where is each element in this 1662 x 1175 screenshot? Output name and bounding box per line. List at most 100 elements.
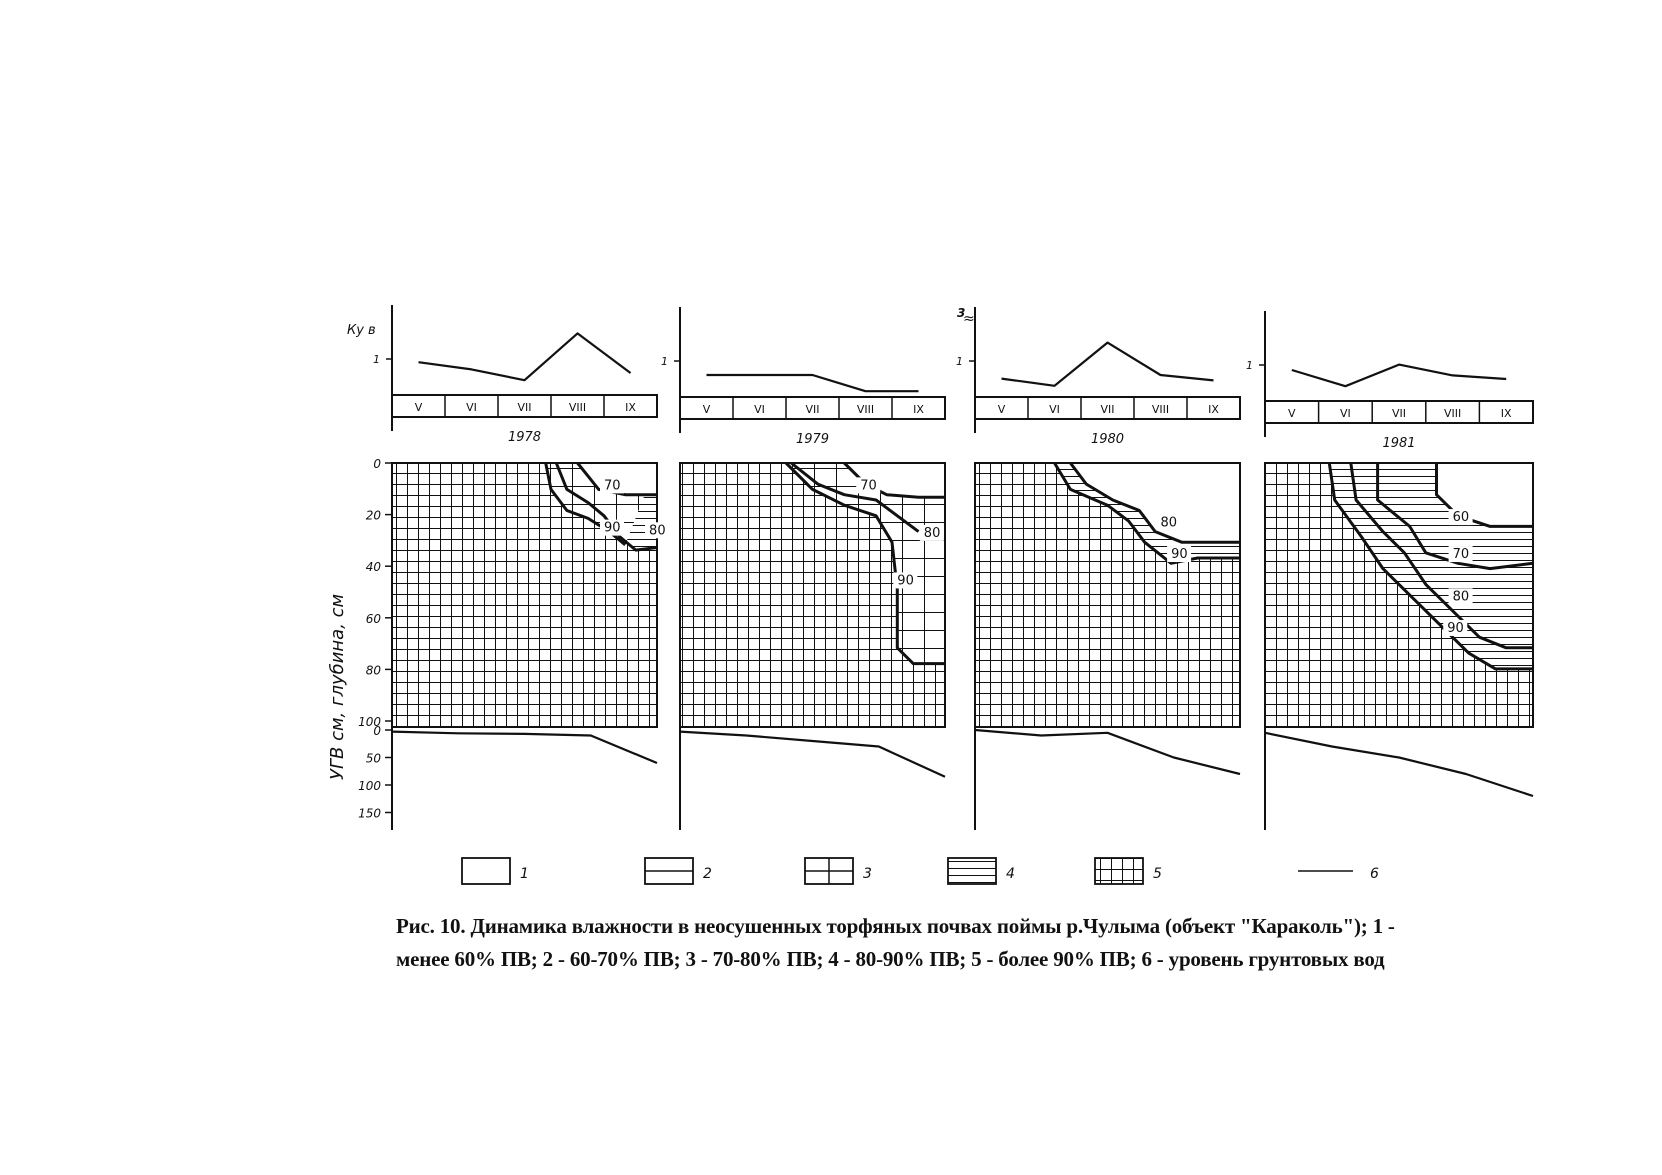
legend-swatch bbox=[1094, 857, 1144, 885]
moisture-zone-low bbox=[844, 463, 945, 498]
month-band bbox=[1264, 400, 1534, 424]
month-label: IX bbox=[1501, 407, 1512, 420]
month-label: VIII bbox=[569, 401, 586, 414]
year-label: 1978 bbox=[508, 430, 541, 445]
month-label: IX bbox=[625, 401, 636, 414]
year-panel: 1 V VI VII VIII IX 1981 60 70 80 90 bbox=[1246, 311, 1534, 830]
moisture-isoline bbox=[1327, 462, 1533, 671]
legend-item: 3 bbox=[804, 857, 872, 885]
depth-tick-label: 80 bbox=[366, 663, 382, 677]
moisture-zone-low bbox=[1070, 463, 1240, 543]
year-panel: 1 V VI VII VIII IX 1978 70 80 90 bbox=[373, 305, 670, 830]
groundwater-axis-ticks: 0 50 100 150 bbox=[358, 724, 392, 821]
depth-tick-label: 0 bbox=[373, 457, 381, 471]
month-label: V bbox=[703, 403, 711, 416]
groundwater-line bbox=[679, 730, 946, 778]
isoline-label-bg bbox=[1167, 546, 1192, 563]
kuv-axis-label: Ку в bbox=[347, 323, 376, 338]
month-label: IX bbox=[913, 403, 924, 416]
kuv-tick-label: 1 bbox=[373, 353, 380, 366]
caption-line-2: менее 60% ПВ; 2 - 60-70% ПВ; 3 - 70-80% … bbox=[396, 947, 1385, 971]
month-band bbox=[974, 396, 1241, 420]
month-label: VII bbox=[517, 401, 531, 414]
month-label: VI bbox=[466, 401, 477, 414]
depth-axis-ticks: 0 20 40 60 80 100 bbox=[358, 457, 392, 729]
isoline-label: 90 bbox=[1171, 547, 1188, 562]
isoline-label: 80 bbox=[924, 526, 941, 541]
kuv-break-label: 3 bbox=[957, 306, 965, 320]
legend-number: 6 bbox=[1370, 866, 1379, 882]
year-label: 1981 bbox=[1382, 436, 1415, 451]
kuv-tick-label: 1 bbox=[956, 355, 963, 368]
moisture-isoline bbox=[784, 461, 945, 666]
isoline-label-bg bbox=[856, 477, 881, 494]
moisture-isoline bbox=[1069, 462, 1240, 544]
depth-tick-label: 60 bbox=[366, 612, 382, 626]
isoline-label-bg bbox=[1443, 619, 1468, 636]
year-label: 1979 bbox=[796, 432, 829, 447]
month-label: V bbox=[1288, 407, 1296, 420]
isoline-label: 70 bbox=[604, 478, 621, 493]
moisture-grid-frame bbox=[974, 462, 1241, 728]
legend-swatch bbox=[461, 857, 511, 885]
caption-line-1: Рис. 10. Динамика влажности в неосушенны… bbox=[396, 914, 1395, 938]
month-label: VIII bbox=[857, 403, 874, 416]
moisture-isoline bbox=[790, 461, 920, 533]
isoline-label-bg bbox=[919, 524, 944, 541]
isoline-label: 90 bbox=[604, 521, 621, 536]
moisture-zone bbox=[786, 463, 945, 664]
month-label: VII bbox=[1100, 403, 1114, 416]
isoline-label: 80 bbox=[649, 523, 666, 538]
month-label: VIII bbox=[1152, 403, 1169, 416]
month-label: VII bbox=[1392, 407, 1406, 420]
isoline-label-bg bbox=[1448, 509, 1473, 526]
isoline-label: 80 bbox=[1161, 515, 1178, 530]
legend-number: 2 bbox=[703, 866, 712, 882]
gw-tick-label: 50 bbox=[366, 752, 382, 766]
kuv-tick-label: 1 bbox=[661, 355, 668, 368]
year-panel: 1 V VI VII VIII IX 1979 70 80 90 bbox=[661, 307, 946, 830]
isoline-label: 90 bbox=[1447, 621, 1464, 636]
kuv-line bbox=[706, 373, 919, 393]
kuv-line bbox=[1291, 363, 1507, 388]
depth-axis-title: УГВ см, глубина, см bbox=[327, 594, 348, 780]
moisture-grid-frame bbox=[391, 462, 658, 728]
legend-item: 4 bbox=[947, 857, 1015, 885]
legend-number: 4 bbox=[1006, 866, 1015, 882]
isoline-label-bg bbox=[600, 477, 624, 494]
month-label: VI bbox=[1340, 407, 1351, 420]
month-label: VIII bbox=[1444, 407, 1461, 420]
legend-number: 5 bbox=[1153, 866, 1162, 882]
depth-tick-label: 20 bbox=[366, 509, 382, 523]
legend: 1 2 3 4 5 6 bbox=[461, 857, 1379, 885]
groundwater-line bbox=[974, 728, 1241, 776]
legend-swatch bbox=[947, 857, 997, 885]
legend-number: 3 bbox=[863, 866, 872, 882]
moisture-isoline bbox=[1349, 462, 1533, 650]
isoline-label: 60 bbox=[1453, 510, 1470, 525]
month-label: VII bbox=[805, 403, 819, 416]
month-label: VI bbox=[754, 403, 765, 416]
figure-caption: Рис. 10. Динамика влажности в неосушенны… bbox=[396, 910, 1576, 976]
isoline-label-bg bbox=[1156, 514, 1181, 531]
moisture-grid-frame bbox=[1264, 462, 1534, 728]
depth-tick-label: 100 bbox=[358, 715, 381, 729]
legend-item: 6 bbox=[1298, 866, 1379, 882]
legend-item: 2 bbox=[644, 857, 712, 885]
moisture-isoline bbox=[1053, 462, 1240, 565]
moisture-isoline bbox=[1376, 463, 1534, 571]
isoline-label-bg bbox=[1448, 588, 1473, 605]
isoline-label: 70 bbox=[860, 478, 877, 493]
legend-number: 1 bbox=[520, 866, 529, 882]
isoline-label: 90 bbox=[897, 573, 914, 588]
axis-break-icon: ≈ bbox=[963, 311, 975, 327]
isoline-label-bg bbox=[600, 519, 624, 536]
kuv-tick-label: 1 bbox=[1246, 359, 1253, 372]
year-panel: 1 3≈ V VI VII VIII IX 1980 80 90 bbox=[956, 306, 1241, 830]
moisture-isoline bbox=[554, 462, 658, 552]
kuv-line bbox=[418, 332, 632, 382]
month-label: V bbox=[415, 401, 423, 414]
month-band bbox=[391, 394, 658, 418]
gw-tick-label: 0 bbox=[373, 724, 381, 738]
